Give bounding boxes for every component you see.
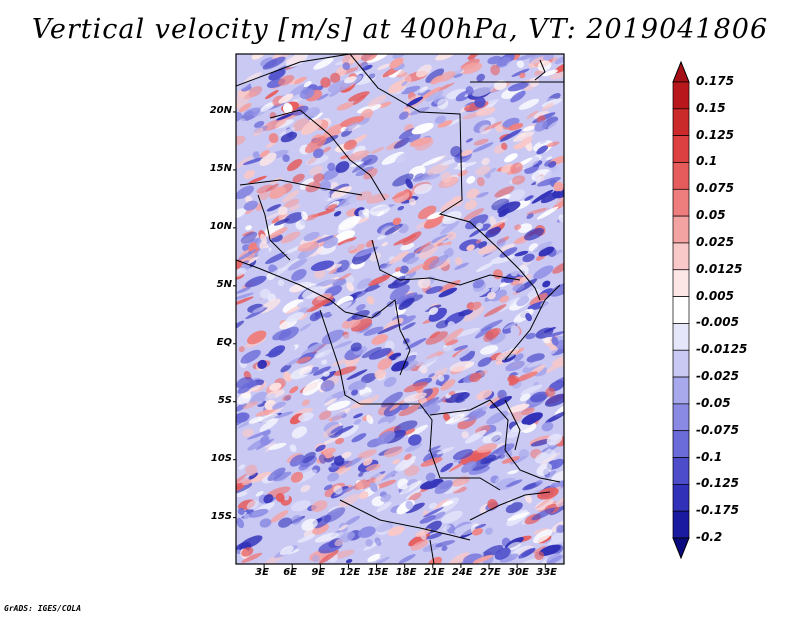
lat-label: 10N — [209, 220, 232, 232]
lat-label: EQ — [216, 336, 232, 348]
colorbar-label: -0.05 — [696, 395, 731, 410]
colorbar-bin — [672, 457, 690, 485]
colorbar-bin — [672, 296, 690, 324]
country-borders — [236, 54, 564, 564]
lat-label: 20N — [209, 104, 232, 116]
colorbar-min-arrow — [672, 537, 690, 560]
lat-label: 10S — [210, 452, 232, 464]
lon-label: 12E — [339, 567, 361, 578]
colorbar-label: -0.025 — [696, 369, 739, 384]
colorbar-label: -0.125 — [696, 476, 739, 491]
lat-label: 5N — [216, 278, 232, 290]
colorbar-bin — [672, 349, 690, 378]
colorbar-label: 0.0125 — [696, 261, 743, 276]
colorbar-bin — [672, 188, 690, 217]
lat-label: 5S — [217, 394, 232, 406]
colorbar-label: 0.175 — [696, 74, 734, 88]
colorbar-bin — [672, 376, 690, 405]
lon-label: 6E — [283, 567, 298, 578]
lat-label: 15S — [210, 510, 232, 522]
colorbar-max-arrow — [672, 60, 690, 83]
lat-label: 15N — [209, 162, 232, 174]
lon-label: 33E — [536, 567, 557, 578]
colorbar-bin — [672, 323, 690, 351]
colorbar-bin — [672, 403, 690, 432]
lon-label: 9E — [311, 567, 326, 578]
lon-label: 18E — [395, 567, 417, 578]
colorbar-label: 0.1 — [696, 154, 718, 169]
colorbar-label: 0.05 — [696, 208, 726, 223]
colorbar-label: -0.175 — [696, 503, 739, 518]
chart-title: Vertical velocity [m/s] at 400hPa, VT: 2… — [31, 14, 769, 45]
colorbar-label: -0.0125 — [696, 342, 748, 357]
colorbar-label: 0.125 — [696, 127, 734, 142]
colorbar-label: -0.2 — [696, 530, 723, 544]
colorbar-bin — [672, 215, 690, 244]
colorbar-label: 0.075 — [696, 181, 734, 196]
colorbar-bin — [672, 430, 690, 458]
axis-ticks — [233, 111, 546, 568]
colorbar-label: -0.1 — [696, 449, 723, 464]
colorbar-bin — [672, 484, 690, 512]
colorbar-bin — [672, 135, 690, 163]
map-frame — [235, 53, 565, 565]
lon-label: 3E — [255, 567, 269, 578]
lon-label: 15E — [367, 567, 389, 578]
colorbar-label: 0.005 — [696, 288, 734, 303]
colorbar — [672, 60, 690, 560]
lon-label: 27E — [480, 567, 501, 578]
credit-text: GrADS: IGES/COLA — [4, 604, 82, 613]
colorbar-label: -0.075 — [696, 422, 739, 437]
colorbar-bin — [672, 242, 690, 271]
colorbar-bin — [672, 108, 690, 136]
colorbar-bin — [672, 162, 690, 190]
colorbar-bin — [672, 510, 690, 539]
colorbar-label: 0.15 — [696, 100, 726, 115]
lon-label: 21E — [423, 567, 445, 578]
colorbar-bin — [672, 81, 690, 110]
colorbar-label: -0.005 — [696, 315, 739, 330]
velocity-field — [236, 54, 564, 564]
lon-label: 24E — [451, 567, 473, 578]
colorbar-label: 0.025 — [696, 234, 734, 249]
lon-label: 30E — [508, 567, 529, 578]
colorbar-bin — [672, 269, 690, 297]
